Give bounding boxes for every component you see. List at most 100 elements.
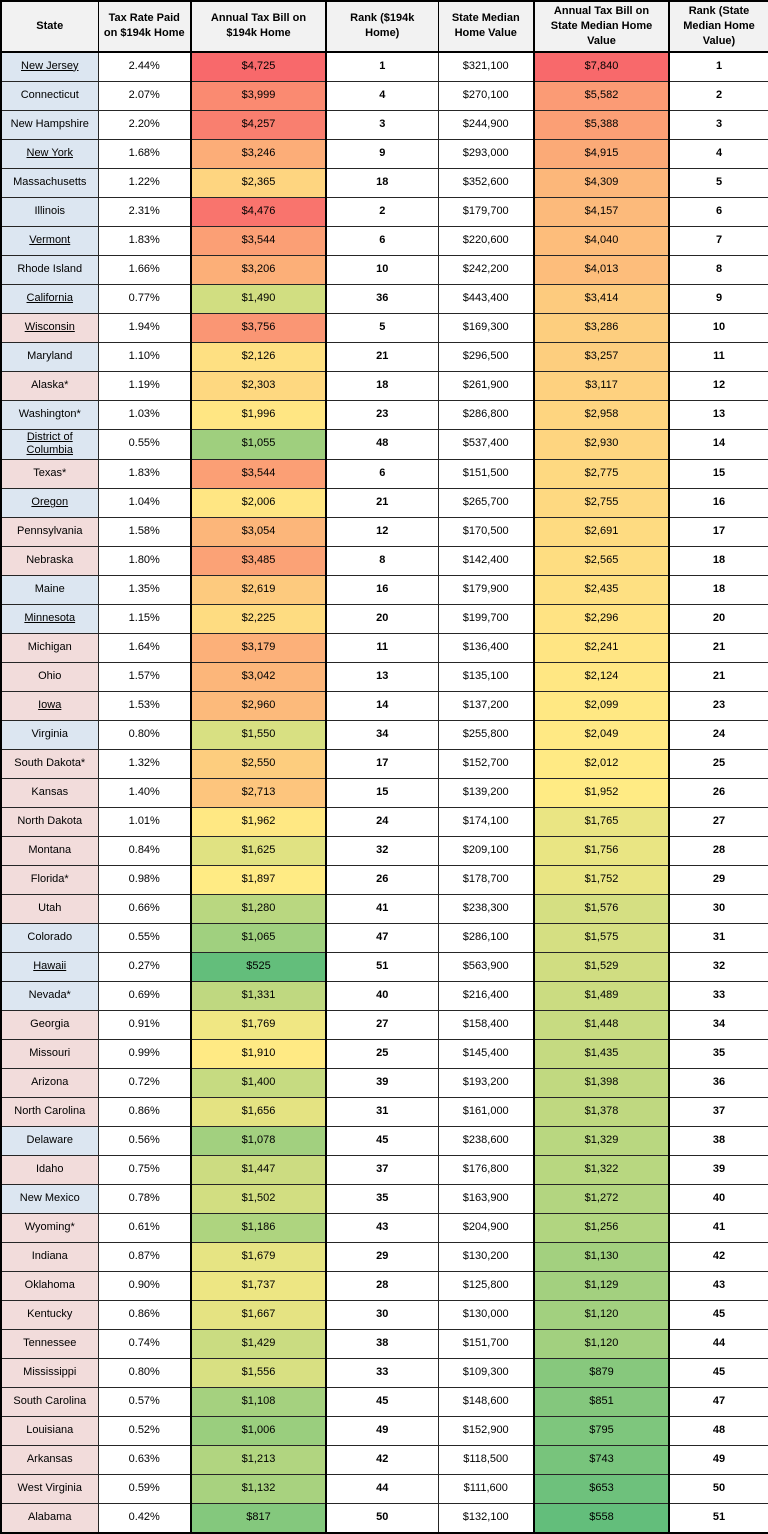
rank-median-cell: 14: [668, 428, 768, 461]
tax-rate-cell: 1.80%: [97, 546, 192, 577]
state-link[interactable]: Vermont: [29, 233, 71, 246]
tax-bill-median-cell: $1,756: [533, 836, 670, 867]
table-row: Kentucky 0.86% $1,667 30 $130,000 $1,120 45: [0, 1300, 768, 1331]
tax-bill-194k-cell: $3,179: [190, 633, 327, 664]
tax-bill-194k-cell: $2,303: [190, 370, 327, 401]
tax-bill-194k-cell: $1,065: [190, 923, 327, 954]
state-link[interactable]: Hawaii: [33, 960, 67, 973]
table-row: Georgia 0.91% $1,769 27 $158,400 $1,448 34: [0, 1010, 768, 1041]
state-label: Louisiana: [26, 1424, 74, 1437]
state-label: Florida*: [30, 873, 69, 886]
median-value-cell: $176,800: [437, 1155, 535, 1186]
state-cell: Mississippi: [0, 1358, 99, 1389]
state-link[interactable]: Oregon: [31, 496, 69, 509]
median-value-cell: $161,000: [437, 1097, 535, 1128]
state-cell: Washington*: [0, 399, 99, 430]
state-cell: Wyoming*: [0, 1213, 99, 1244]
median-value-cell: $261,900: [437, 370, 535, 401]
rank-194k-cell: 8: [325, 546, 439, 577]
tax-rate-cell: 0.57%: [97, 1387, 192, 1418]
tax-rate-cell: 2.31%: [97, 196, 192, 227]
rank-median-cell: 12: [668, 370, 768, 401]
tax-bill-median-cell: $2,435: [533, 575, 670, 606]
rank-median-cell: 11: [668, 341, 768, 372]
tax-bill-194k-cell: $3,485: [190, 546, 327, 577]
tax-bill-median-cell: $4,915: [533, 138, 670, 169]
state-label: Virginia: [31, 728, 69, 741]
median-value-cell: $296,500: [437, 341, 535, 372]
tax-bill-median-cell: $4,157: [533, 196, 670, 227]
table-row: North Carolina 0.86% $1,656 31 $161,000 $1,37…: [0, 1097, 768, 1128]
median-value-cell: $136,400: [437, 633, 535, 664]
state-label: Rhode Island: [17, 262, 83, 275]
state-cell: Nebraska: [0, 546, 99, 577]
tax-bill-median-cell: $1,529: [533, 952, 670, 983]
state-cell: Wisconsin: [0, 312, 99, 343]
state-cell: Florida*: [0, 865, 99, 896]
state-cell: Missouri: [0, 1039, 99, 1070]
median-value-cell: $174,100: [437, 807, 535, 838]
tax-bill-194k-cell: $2,619: [190, 575, 327, 606]
state-cell: Rhode Island: [0, 254, 99, 285]
tax-bill-median-cell: $2,691: [533, 517, 670, 548]
rank-194k-cell: 24: [325, 807, 439, 838]
table-row: Kansas 1.40% $2,713 15 $139,200 $1,952 26: [0, 778, 768, 809]
rank-194k-cell: 13: [325, 662, 439, 693]
tax-rate-cell: 0.86%: [97, 1300, 192, 1331]
rank-194k-cell: 10: [325, 254, 439, 285]
state-link[interactable]: New Jersey: [21, 59, 79, 72]
state-cell: South Dakota*: [0, 749, 99, 780]
rank-median-cell: 2: [668, 80, 768, 111]
tax-bill-194k-cell: $1,656: [190, 1097, 327, 1128]
rank-194k-cell: 21: [325, 341, 439, 372]
table-row: Alabama 0.42% $817 50 $132,100 $558 51: [0, 1503, 768, 1534]
tax-bill-194k-cell: $2,550: [190, 749, 327, 780]
state-cell: Alabama: [0, 1503, 99, 1534]
rank-median-cell: 36: [668, 1068, 768, 1099]
col-header-tax-bill-194k: Annual Tax Bill on $194k Home: [190, 0, 327, 53]
rank-194k-cell: 40: [325, 981, 439, 1012]
rank-median-cell: 24: [668, 720, 768, 751]
state-link[interactable]: California: [26, 291, 73, 304]
median-value-cell: $158,400: [437, 1010, 535, 1041]
tax-bill-median-cell: $2,296: [533, 604, 670, 635]
tax-rate-cell: 0.91%: [97, 1010, 192, 1041]
rank-median-cell: 27: [668, 807, 768, 838]
table-row: New York 1.68% $3,246 9 $293,000 $4,915 4: [0, 138, 768, 169]
median-value-cell: $244,900: [437, 109, 535, 140]
rank-median-cell: 41: [668, 1213, 768, 1244]
rank-194k-cell: 47: [325, 923, 439, 954]
state-link[interactable]: District of Columbia: [26, 430, 73, 457]
rank-194k-cell: 43: [325, 1213, 439, 1244]
median-value-cell: $209,100: [437, 836, 535, 867]
table-row: Wisconsin 1.94% $3,756 5 $169,300 $3,286 10: [0, 312, 768, 343]
tax-bill-194k-cell: $3,999: [190, 80, 327, 111]
table-row: Hawaii 0.27% $525 51 $563,900 $1,529 32: [0, 952, 768, 983]
tax-bill-194k-cell: $4,257: [190, 109, 327, 140]
state-link[interactable]: Minnesota: [24, 612, 76, 625]
tax-bill-median-cell: $1,120: [533, 1300, 670, 1331]
state-cell: North Carolina: [0, 1097, 99, 1128]
rank-194k-cell: 45: [325, 1126, 439, 1157]
rank-194k-cell: 6: [325, 225, 439, 256]
tax-rate-cell: 0.66%: [97, 894, 192, 925]
tax-bill-194k-cell: $1,429: [190, 1329, 327, 1360]
tax-rate-cell: 1.15%: [97, 604, 192, 635]
state-link[interactable]: Iowa: [38, 699, 62, 712]
state-label: West Virginia: [17, 1482, 82, 1495]
rank-194k-cell: 35: [325, 1184, 439, 1215]
tax-rate-cell: 1.10%: [97, 341, 192, 372]
state-cell: Oregon: [0, 488, 99, 519]
tax-bill-median-cell: $2,049: [533, 720, 670, 751]
tax-bill-median-cell: $2,958: [533, 399, 670, 430]
tax-rate-cell: 0.90%: [97, 1271, 192, 1302]
rank-194k-cell: 50: [325, 1503, 439, 1534]
tax-bill-194k-cell: $2,006: [190, 488, 327, 519]
rank-median-cell: 30: [668, 894, 768, 925]
state-link[interactable]: Wisconsin: [24, 320, 75, 333]
state-link[interactable]: New York: [26, 146, 73, 159]
tax-bill-median-cell: $2,241: [533, 633, 670, 664]
tax-rate-cell: 0.72%: [97, 1068, 192, 1099]
tax-bill-194k-cell: $1,006: [190, 1416, 327, 1447]
state-cell: Arkansas: [0, 1445, 99, 1476]
